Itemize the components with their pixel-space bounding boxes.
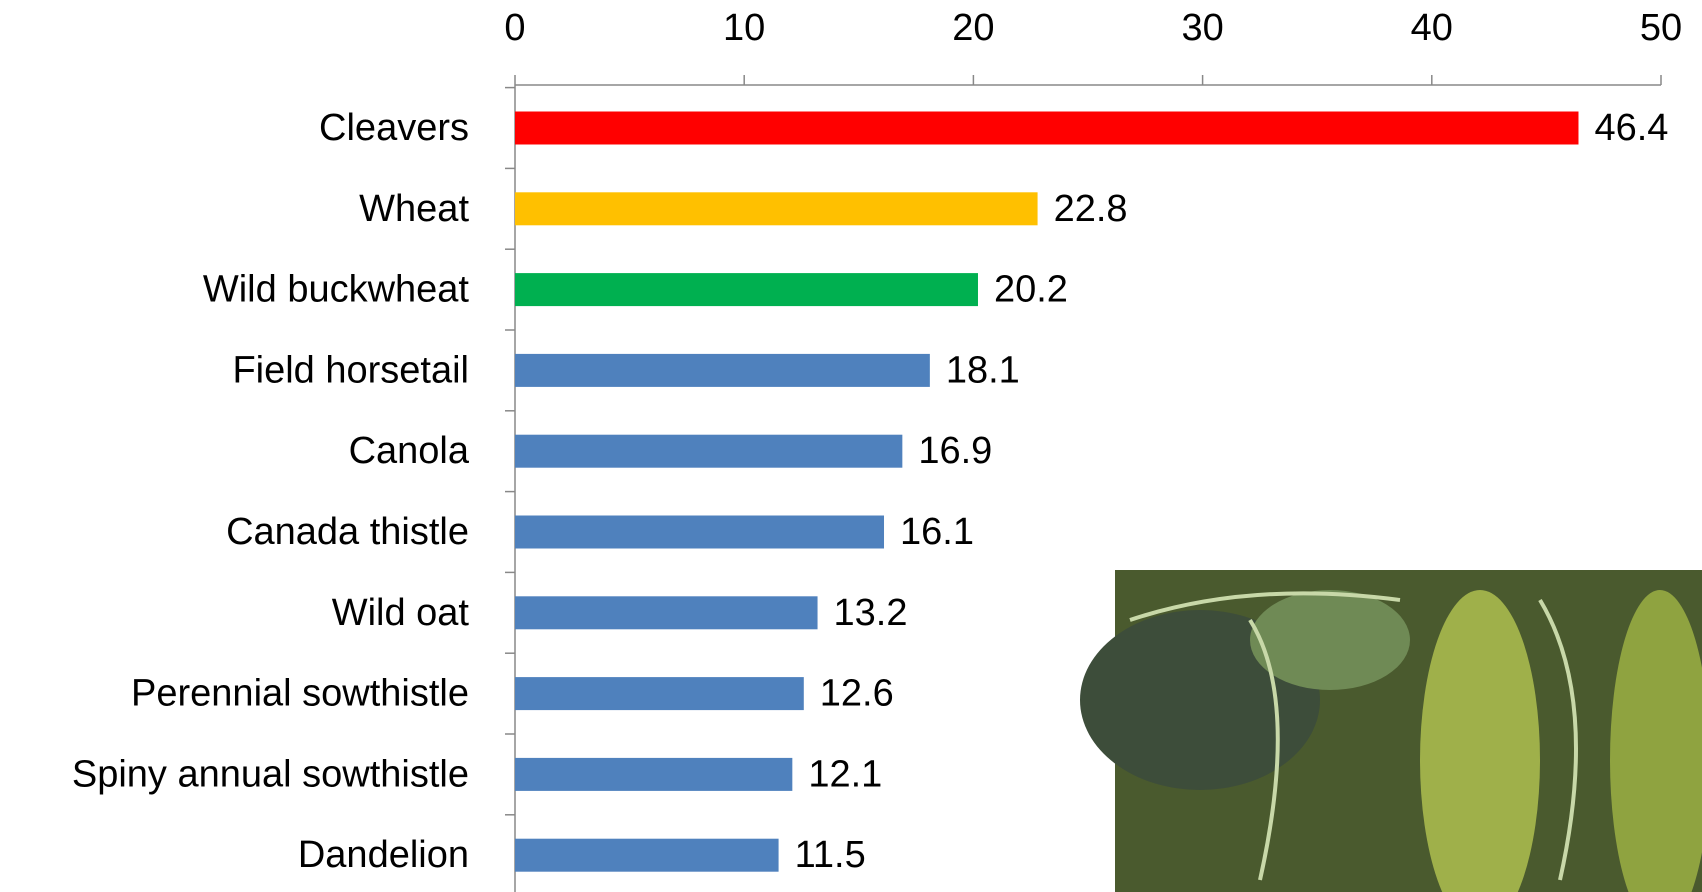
y-tick-label: Canola: [349, 430, 470, 472]
x-tick-label: 30: [1181, 7, 1223, 49]
x-tick-label: 20: [952, 7, 994, 49]
x-tick-label: 0: [504, 7, 525, 49]
y-tick-label: Dandelion: [298, 834, 469, 876]
bar: [515, 596, 818, 629]
bar: [515, 839, 779, 872]
x-tick-label: 50: [1640, 7, 1682, 49]
value-label: 16.1: [900, 511, 974, 553]
chart: 0 10 20 30 40 50 Cleavers 46.4 Wheat 22.8 Wild buc…: [0, 0, 1702, 892]
photo: [1080, 570, 1702, 892]
y-tick-label: Canada thistle: [226, 511, 469, 553]
value-label: 18.1: [946, 349, 1020, 391]
bar: [515, 112, 1578, 145]
value-label: 11.5: [795, 834, 866, 876]
y-tick-label: Cleavers: [319, 107, 469, 149]
y-tick-label: Spiny annual sowthistle: [72, 753, 469, 795]
value-label: 12.6: [820, 673, 894, 715]
bar: [515, 677, 804, 710]
y-tick-label: Field horsetail: [232, 349, 469, 391]
y-tick-label: Wheat: [359, 188, 469, 230]
bar: [515, 273, 978, 306]
value-label: 16.9: [918, 430, 992, 472]
bar: [515, 435, 902, 468]
value-label: 20.2: [994, 269, 1068, 311]
value-label: 22.8: [1054, 188, 1128, 230]
x-tick-label: 10: [723, 7, 765, 49]
value-label: 46.4: [1594, 107, 1668, 149]
bar: [515, 354, 930, 387]
bar: [515, 758, 792, 791]
y-tick-label: Perennial sowthistle: [131, 673, 469, 715]
value-label: 13.2: [834, 592, 908, 634]
value-label: 12.1: [808, 753, 882, 795]
y-tick-label: Wild oat: [332, 592, 470, 634]
bar: [515, 516, 884, 549]
y-tick-label: Wild buckwheat: [203, 269, 470, 311]
bar: [515, 192, 1038, 225]
x-tick-label: 40: [1411, 7, 1453, 49]
